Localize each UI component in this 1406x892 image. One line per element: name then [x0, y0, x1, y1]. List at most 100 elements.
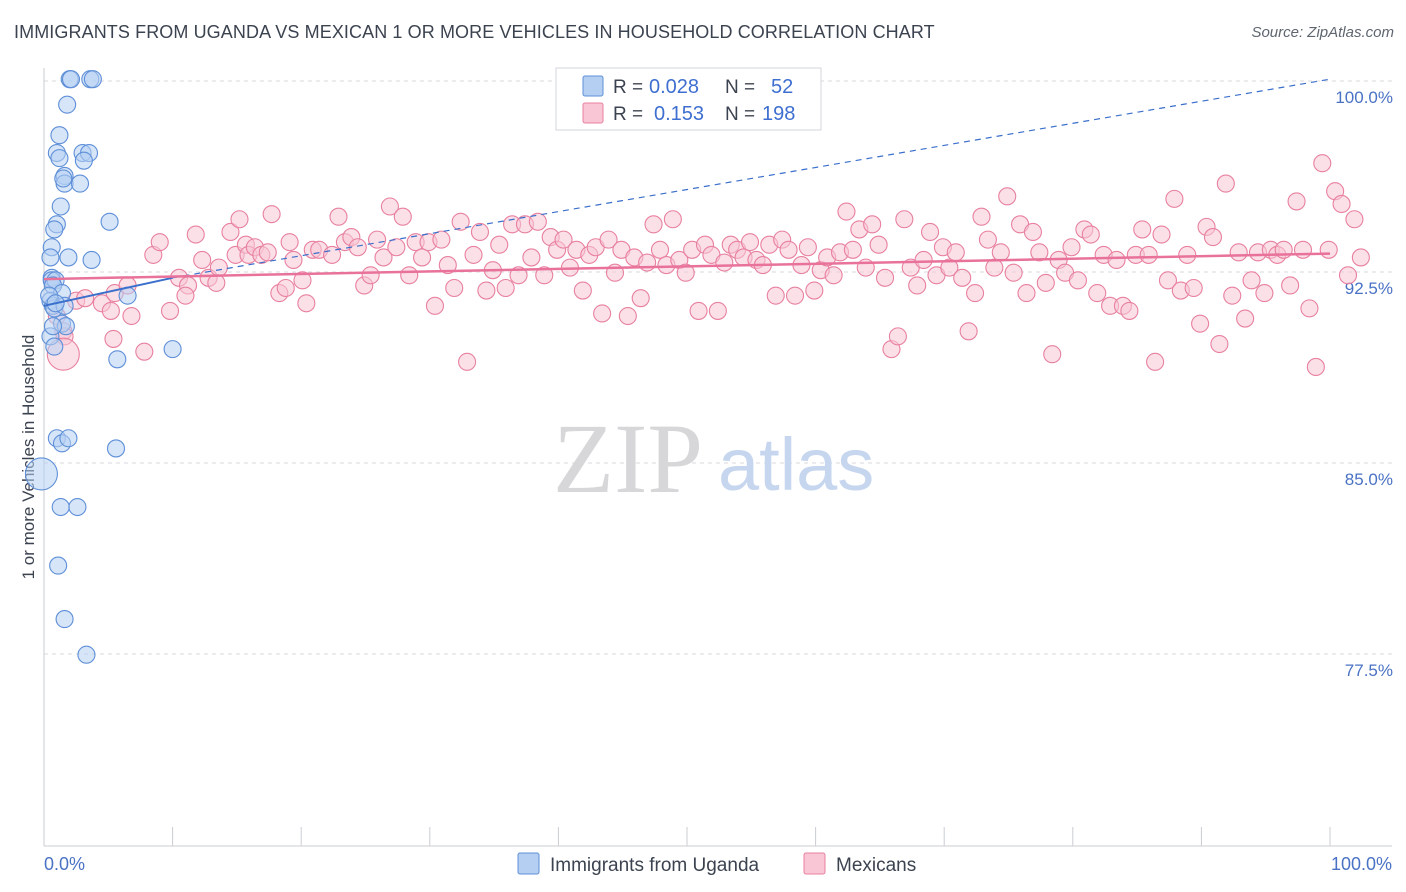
mexicans-point — [798, 238, 817, 257]
uganda-point — [45, 337, 64, 356]
mexicans-point — [1081, 225, 1100, 244]
x-ticks — [43, 827, 1331, 846]
legend-swatch-uganda — [582, 75, 604, 97]
uganda-point — [58, 95, 77, 114]
mexicans-point — [921, 222, 940, 242]
mexicans-point — [1017, 284, 1036, 303]
mexicans-point — [135, 342, 154, 361]
mexicans-point — [329, 207, 348, 226]
mexicans-point — [258, 243, 277, 262]
legend-r-value-mexicans: 0.153 — [654, 103, 704, 125]
mexicans-point — [953, 268, 972, 287]
mexicans-point — [966, 284, 985, 303]
mexicans-point — [972, 207, 991, 226]
mexicans-point — [368, 230, 387, 249]
mexicans-point — [1223, 286, 1242, 305]
bottom-legend-swatch-uganda — [517, 852, 540, 875]
mexicans-point — [374, 248, 393, 267]
mexicans-point — [262, 205, 281, 224]
mexicans-point — [1203, 228, 1223, 247]
mexicans-point — [432, 230, 451, 249]
mexicans-point — [1184, 278, 1203, 298]
uganda-point — [74, 151, 93, 170]
mexicans-point — [599, 230, 618, 249]
mexicans-point — [470, 222, 490, 242]
mexicans-point — [413, 248, 432, 267]
uganda-point — [50, 126, 69, 145]
uganda-point — [51, 497, 70, 517]
mexicans-point — [1351, 248, 1370, 267]
mexicans-point — [869, 235, 888, 254]
mexicans-point — [824, 266, 843, 285]
mexicans-point — [160, 301, 180, 320]
bottom-legend-swatch-mexicans — [803, 852, 826, 875]
mexicans-point — [1165, 189, 1184, 208]
watermark: ZIP atlas — [553, 403, 874, 514]
uganda-trend-line — [43, 276, 173, 307]
uganda-point — [51, 197, 70, 216]
bottom-legend-label-uganda: Immigrants from Uganda — [550, 855, 760, 876]
mexicans-point — [1313, 154, 1332, 173]
uganda-point — [70, 174, 90, 193]
x-tick-label-min: 0.0% — [44, 854, 85, 874]
mexicans-point — [293, 271, 312, 290]
bottom-legend-label-mexicans: Mexicans — [836, 855, 916, 876]
uganda-point — [50, 149, 69, 168]
mexicans-point — [1319, 240, 1338, 259]
mexicans-point — [458, 352, 477, 371]
mexicans-point — [496, 278, 515, 298]
legend-swatch-mexicans — [582, 102, 604, 124]
legend-r-value-uganda: 0.028 — [649, 76, 699, 98]
legend-n-value-uganda: 52 — [771, 76, 793, 98]
mexicans-point — [1255, 284, 1274, 303]
mexicans-point — [101, 301, 120, 320]
uganda-point — [100, 212, 119, 231]
mexicans-point — [186, 225, 205, 244]
uganda-point — [108, 350, 127, 369]
uganda-point — [24, 457, 58, 491]
mexicans-point — [1139, 245, 1158, 264]
mexicans-point — [785, 286, 805, 305]
mexicans-point — [522, 248, 541, 267]
mexicans-point — [689, 301, 708, 320]
mexicans-point — [978, 230, 997, 249]
mexicans-point — [400, 266, 419, 285]
mexicans-point — [908, 276, 927, 295]
mexicans-point — [663, 210, 682, 229]
uganda-point — [68, 497, 87, 517]
mexicans-point — [1306, 357, 1325, 376]
mexicans-point — [946, 243, 965, 262]
x-tick-label-max: 100.0% — [1331, 854, 1392, 874]
uganda-point — [59, 248, 78, 267]
mexicans-point — [451, 212, 470, 231]
mexicans-point — [895, 210, 914, 229]
mexicans-point — [863, 215, 882, 234]
mexicans-point — [1345, 210, 1364, 229]
correlation-legend: R = 0.028 N = 52 R = 0.153 N = 198 — [555, 67, 822, 131]
mexicans-point — [464, 245, 483, 264]
uganda-points — [24, 70, 182, 664]
mexicans-point — [1178, 245, 1197, 264]
mexicans-point — [715, 253, 734, 272]
mexicans-point — [779, 240, 798, 259]
mexicans-point — [1043, 345, 1062, 364]
mexicans-point — [477, 281, 496, 300]
legend-r-label-uganda: R = — [613, 77, 643, 98]
mexicans-point — [914, 250, 933, 270]
mexicans-point — [740, 233, 760, 252]
mexicans-point — [230, 210, 249, 229]
uganda-point — [54, 169, 73, 188]
mexicans-point — [297, 294, 316, 313]
mexicans-point — [1287, 192, 1306, 211]
legend-r-label-mexicans: R = — [613, 104, 643, 125]
uganda-point — [82, 250, 101, 270]
mexicans-point — [991, 243, 1010, 262]
mexicans-point — [998, 187, 1017, 206]
mexicans-trend-line — [43, 252, 1331, 281]
uganda-point — [77, 645, 96, 664]
mexicans-point — [380, 197, 399, 216]
mexicans-point — [1216, 174, 1235, 193]
mexicans-point — [387, 238, 406, 257]
mexicans-point — [425, 296, 444, 315]
